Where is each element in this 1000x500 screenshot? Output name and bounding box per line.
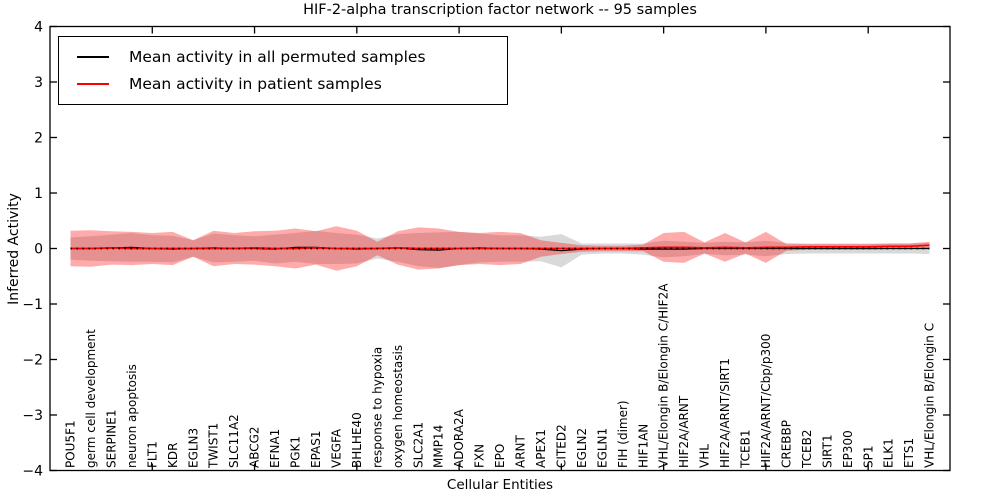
legend-label-permuted: Mean activity in all permuted samples: [129, 47, 426, 66]
legend: Mean activity in all permuted samples Me…: [58, 36, 508, 105]
entity-label: SP1: [861, 446, 875, 469]
entity-label: VHL/Elongin B/Elongin C/HIF2A: [657, 283, 671, 468]
entity-label: APEX1: [534, 429, 548, 468]
entity-label: TCEB2: [800, 430, 814, 469]
legend-label-patient: Mean activity in patient samples: [129, 74, 382, 93]
entity-label: ELK1: [882, 438, 896, 468]
entity-label: ADORA2A: [452, 408, 466, 468]
legend-entry-permuted: Mean activity in all permuted samples: [69, 43, 497, 70]
entity-label: ABCG2: [248, 426, 262, 468]
entity-label: EFNA1: [268, 429, 282, 468]
entity-label: EGLN3: [186, 428, 200, 468]
entity-label: oxygen homeostasis: [391, 345, 405, 468]
entity-label: FIH (dimer): [616, 400, 630, 468]
entity-label: EP300: [841, 430, 855, 468]
y-tick-label: 2: [34, 131, 43, 147]
entity-label: SLC11A2: [227, 414, 241, 468]
entity-label: EPAS1: [309, 430, 323, 468]
entity-label: EGLN1: [595, 428, 609, 468]
entity-label: FXN: [473, 444, 487, 468]
entity-label: VHL: [698, 444, 712, 468]
y-tick-label: −4: [22, 464, 43, 480]
entity-label: FLT1: [145, 441, 159, 468]
entity-label: VEGFA: [329, 428, 343, 468]
entity-label: BHLHE40: [350, 412, 364, 468]
entity-label: germ cell development: [84, 329, 98, 468]
entity-label: SIRT1: [820, 434, 834, 468]
entity-label: CREBBP: [779, 420, 793, 468]
y-tick-label: −3: [22, 408, 43, 424]
entity-label: ETS1: [902, 438, 916, 468]
entity-label: MMP14: [432, 425, 446, 468]
y-tick-label: 3: [34, 75, 43, 91]
entity-label: ARNT: [514, 434, 528, 468]
entity-label: SERPINE1: [104, 409, 118, 468]
entity-label: HIF1AN: [636, 424, 650, 468]
y-tick-label: 0: [34, 242, 43, 258]
entity-label: EGLN2: [575, 428, 589, 468]
entity-label: EPO: [493, 444, 507, 468]
entity-label: CITED2: [554, 424, 568, 468]
entity-label: KDR: [166, 443, 180, 468]
entity-label: TWIST1: [207, 423, 221, 469]
chart-title: HIF-2-alpha transcription factor network…: [303, 2, 697, 18]
y-tick-label: −2: [22, 353, 43, 369]
y-tick-label: 1: [34, 186, 43, 202]
entity-label: neuron apoptosis: [125, 364, 139, 468]
y-tick-label: 4: [34, 20, 43, 36]
entity-label: HIF2A/ARNT/SIRT1: [718, 358, 732, 468]
legend-entry-patient: Mean activity in patient samples: [69, 70, 497, 97]
entity-label: HIF2A/ARNT/Cbp/p300: [759, 334, 773, 468]
patient-mean-line: [70, 244, 930, 250]
entity-label: HIF2A/ARNT: [677, 395, 691, 468]
entity-label: VHL/Elongin B/Elongin C: [923, 323, 937, 468]
legend-line-permuted: [77, 55, 109, 58]
entity-label: PGK1: [289, 436, 303, 468]
x-axis-label: Cellular Entities: [446, 477, 554, 493]
y-tick-label: −1: [22, 297, 43, 313]
entity-label: POU5F1: [64, 420, 78, 468]
legend-line-patient: [77, 82, 109, 85]
entity-label: SLC2A1: [411, 422, 425, 468]
entity-label: TCEB1: [739, 430, 753, 469]
entity-label: response to hypoxia: [370, 347, 384, 468]
